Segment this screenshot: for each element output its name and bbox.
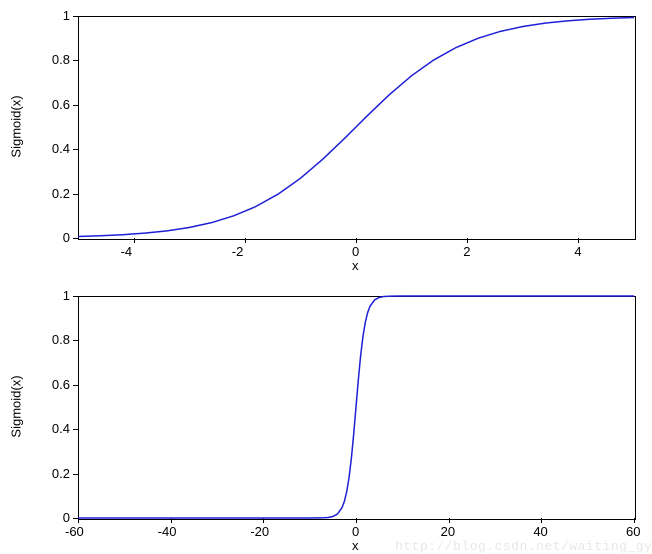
xtick-label: -2 bbox=[232, 244, 244, 259]
xtick-mark bbox=[356, 238, 357, 243]
xtick-mark bbox=[134, 238, 135, 243]
ytick-label: 0.2 bbox=[52, 466, 70, 481]
xtick-mark bbox=[467, 238, 468, 243]
ytick-label: 1 bbox=[63, 288, 70, 303]
ylabel: Sigmoid(x) bbox=[9, 367, 24, 447]
ylabel: Sigmoid(x) bbox=[9, 87, 24, 167]
xtick-mark bbox=[245, 238, 246, 243]
xtick-mark bbox=[578, 238, 579, 243]
xlabel: x bbox=[352, 258, 359, 273]
ytick-label: 0 bbox=[63, 230, 70, 245]
xtick-label: 60 bbox=[626, 524, 640, 539]
ytick-label: 0.4 bbox=[52, 141, 70, 156]
xtick-label: 2 bbox=[463, 244, 470, 259]
xtick-label: 20 bbox=[441, 524, 455, 539]
xtick-label: -4 bbox=[121, 244, 133, 259]
sigmoid-curve-top bbox=[78, 16, 634, 238]
sigmoid-line bbox=[78, 296, 634, 518]
xlabel: x bbox=[352, 538, 359, 553]
ytick-label: 0.4 bbox=[52, 421, 70, 436]
ytick-label: 0.2 bbox=[52, 186, 70, 201]
xtick-label: 0 bbox=[352, 244, 359, 259]
xtick-label: 40 bbox=[533, 524, 547, 539]
figure: http://blog.csdn.net/waiting_gy 0 0.2 0.4 0.… bbox=[0, 0, 652, 554]
ytick-label: 0.8 bbox=[52, 52, 70, 67]
xtick-label: -60 bbox=[65, 524, 84, 539]
ytick-label: 0.6 bbox=[52, 97, 70, 112]
sigmoid-curve-bottom bbox=[78, 296, 634, 518]
ytick-mark bbox=[73, 238, 78, 239]
watermark: http://blog.csdn.net/waiting_gy bbox=[395, 539, 652, 554]
xtick-label: -40 bbox=[158, 524, 177, 539]
ytick-label: 1 bbox=[63, 8, 70, 23]
xtick-mark bbox=[356, 518, 357, 523]
xtick-mark bbox=[634, 518, 635, 523]
xtick-label: 0 bbox=[352, 524, 359, 539]
xtick-label: -20 bbox=[250, 524, 269, 539]
xtick-mark bbox=[541, 518, 542, 523]
ytick-label: 0 bbox=[63, 510, 70, 525]
ytick-label: 0.6 bbox=[52, 377, 70, 392]
xtick-label: 4 bbox=[574, 244, 581, 259]
xtick-mark bbox=[449, 518, 450, 523]
sigmoid-line bbox=[78, 17, 634, 236]
ytick-label: 0.8 bbox=[52, 332, 70, 347]
